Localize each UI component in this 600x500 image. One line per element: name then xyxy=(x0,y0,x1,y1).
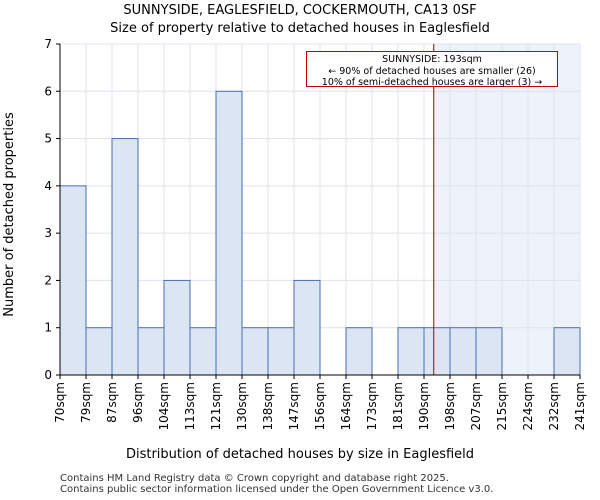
annotation-line-2: ← 90% of detached houses are smaller (26… xyxy=(328,65,536,77)
bar-147sqm xyxy=(293,279,321,376)
x-tick-label-96sqm: 96sqm xyxy=(131,382,145,423)
bar-190sqm xyxy=(423,327,451,376)
bar-130sqm xyxy=(241,327,269,376)
x-tick-label-130sqm: 130sqm xyxy=(235,382,249,430)
y-tick-label: 6 xyxy=(44,84,52,98)
x-axis-title: Distribution of detached houses by size … xyxy=(126,447,474,462)
x-tick-label-198sqm: 198sqm xyxy=(443,382,457,430)
bar-232sqm xyxy=(553,327,581,376)
x-tick-label-215sqm: 215sqm xyxy=(495,382,509,430)
bar-138sqm xyxy=(267,327,295,376)
bar-207sqm xyxy=(475,327,503,376)
x-tick-label-190sqm: 190sqm xyxy=(417,382,431,430)
x-tick-label-70sqm: 70sqm xyxy=(53,382,67,423)
marker-annotation: SUNNYSIDE: 193sqm ← 90% of detached hous… xyxy=(306,51,558,88)
bar-121sqm xyxy=(215,90,243,376)
x-tick-label-207sqm: 207sqm xyxy=(469,382,483,430)
x-tick-label-87sqm: 87sqm xyxy=(105,382,119,423)
y-tick-label: 5 xyxy=(44,132,52,146)
bar-104sqm xyxy=(163,279,191,376)
x-tick-label-224sqm: 224sqm xyxy=(521,382,535,430)
x-tick-label-147sqm: 147sqm xyxy=(287,382,301,430)
chart-subtitle: Size of property relative to detached ho… xyxy=(110,21,490,36)
y-tick-label: 7 xyxy=(44,37,52,51)
y-tick-label: 4 xyxy=(44,179,52,193)
y-tick-label: 0 xyxy=(44,368,52,382)
larger-region-shading xyxy=(433,44,580,375)
x-tick-label-241sqm: 241sqm xyxy=(573,382,587,430)
chart-title: SUNNYSIDE, EAGLESFIELD, COCKERMOUTH, CA1… xyxy=(123,3,477,18)
bar-198sqm xyxy=(449,327,477,376)
x-tick-label-113sqm: 113sqm xyxy=(183,382,197,430)
x-tick-label-79sqm: 79sqm xyxy=(79,382,93,423)
x-tick-label-156sqm: 156sqm xyxy=(313,382,327,430)
y-axis-title: Number of detached properties xyxy=(2,112,17,317)
bar-164sqm xyxy=(345,327,373,376)
x-tick-label-181sqm: 181sqm xyxy=(391,382,405,430)
y-tick-label: 1 xyxy=(44,321,52,335)
y-tick-label: 3 xyxy=(44,226,52,240)
x-tick-label-173sqm: 173sqm xyxy=(365,382,379,430)
x-tick-label-232sqm: 232sqm xyxy=(547,382,561,430)
x-tick-label-104sqm: 104sqm xyxy=(157,382,171,430)
bar-113sqm xyxy=(189,327,217,376)
x-tick-label-164sqm: 164sqm xyxy=(339,382,353,430)
x-tick-label-121sqm: 121sqm xyxy=(209,382,223,430)
bar-181sqm xyxy=(397,327,425,376)
footer-licence: Contains public sector information licen… xyxy=(60,484,494,495)
bar-79sqm xyxy=(85,327,113,376)
y-tick-label: 2 xyxy=(44,273,52,287)
annotation-line-3: 10% of semi-detached houses are larger (… xyxy=(321,77,543,88)
bar-70sqm xyxy=(59,185,87,376)
annotation-line-1: SUNNYSIDE: 193sqm xyxy=(382,54,482,65)
x-tick-label-138sqm: 138sqm xyxy=(261,382,275,430)
bar-87sqm xyxy=(111,138,139,376)
footer-copyright: Contains HM Land Registry data © Crown c… xyxy=(60,473,449,484)
bar-96sqm xyxy=(137,327,165,376)
